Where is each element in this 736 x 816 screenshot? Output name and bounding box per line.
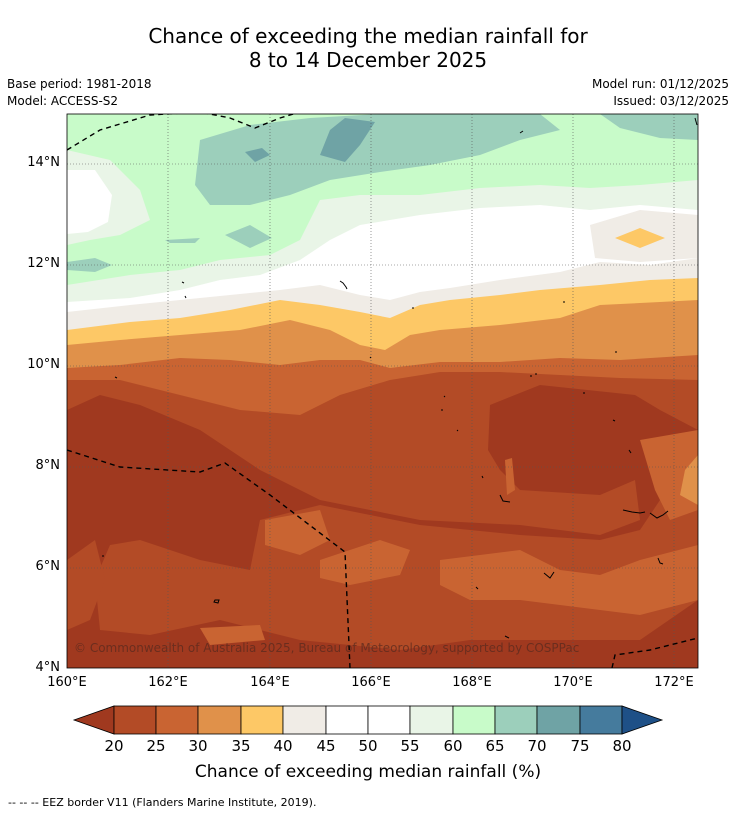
colorbar-label-20: 20 [104, 737, 124, 755]
colorbar-label-45: 45 [316, 737, 336, 755]
colorbar-label-50: 50 [358, 737, 378, 755]
eez-borders [67, 114, 698, 668]
blob-40-45-a [615, 228, 665, 248]
y-tick-10n: 10°N [27, 357, 60, 372]
colorbar-seg-45-50 [325, 705, 369, 735]
colorbar-seg-30-35 [197, 705, 242, 735]
colorbar-label-40: 40 [273, 737, 293, 755]
colorbar-extend-low [72, 705, 115, 735]
colorbar-seg-75-80 [579, 705, 623, 735]
blob-30-35-a [265, 510, 330, 555]
colorbar-seg-20-25 [113, 705, 157, 735]
islands [102, 117, 698, 639]
blob-70-75-c [67, 258, 112, 272]
colorbar-seg-55-60 [409, 705, 454, 735]
blob-30-35-e [640, 430, 698, 520]
colorbar-label-75: 75 [570, 737, 590, 755]
y-tick-14n: 14°N [27, 155, 60, 170]
model-name: Model: ACCESS-S2 [7, 94, 119, 108]
colorbar-seg-25-30 [155, 705, 199, 735]
colorbar-label-60: 60 [443, 737, 463, 755]
band-75-80 [320, 118, 375, 162]
model-run: Model run: 01/12/2025 [591, 77, 729, 91]
x-tick-164e: 164°E [250, 675, 290, 690]
blob-30-35-c [440, 545, 698, 615]
colorbar-label-35: 35 [231, 737, 251, 755]
blob-30-35-d [200, 625, 265, 645]
blob-30-35-b [320, 540, 410, 585]
colorbar-seg-70-75 [536, 705, 581, 735]
y-tick-4n: 4°N [35, 660, 61, 675]
colorbar-seg-60-65 [452, 705, 496, 735]
white-patch-west-2 [67, 170, 112, 234]
y-tick-8n: 8°N [35, 458, 61, 473]
copyright-notice: © Commonwealth of Australia 2025, Bureau… [74, 641, 580, 655]
colorbar [72, 705, 664, 735]
colorbar-extend-high [621, 705, 664, 735]
map-title-line1: Chance of exceeding the median rainfall … [148, 24, 588, 48]
colorbar-label-55: 55 [400, 737, 420, 755]
map-title-line2: 8 to 14 December 2025 [248, 48, 488, 72]
x-tick-162e: 162°E [148, 675, 188, 690]
colorbar-seg-50-55 [367, 705, 411, 735]
x-tick-166e: 166°E [351, 675, 391, 690]
colorbar-label-70: 70 [527, 737, 547, 755]
band-25-30-west [67, 540, 105, 630]
issued-date: Issued: 03/12/2025 [613, 94, 729, 108]
colorbar-seg-65-70 [494, 705, 538, 735]
x-tick-168e: 168°E [452, 675, 492, 690]
blob-30-35-f [505, 458, 515, 495]
colorbar-seg-40-45 [282, 705, 327, 735]
blob-70-75-d [165, 238, 200, 243]
colorbar-seg-35-40 [240, 705, 284, 735]
blob-35-40-e [680, 455, 698, 505]
blob-70-75-b [225, 225, 272, 248]
x-tick-170e: 170°E [553, 675, 593, 690]
band-70-75 [195, 114, 560, 205]
colorbar-label-65: 65 [485, 737, 505, 755]
graticule [67, 114, 698, 668]
colorbar-title: Chance of exceeding median rainfall (%) [194, 762, 542, 782]
x-tick-172e: 172°E [654, 675, 694, 690]
base-period: Base period: 1981-2018 [7, 77, 152, 91]
colorbar-label-25: 25 [146, 737, 166, 755]
y-tick-12n: 12°N [27, 256, 60, 271]
colorbar-label-80: 80 [612, 737, 632, 755]
eez-legend: -- -- -- EEZ border V11 (Flanders Marine… [8, 796, 317, 809]
colorbar-label-30: 30 [188, 737, 208, 755]
y-tick-6n: 6°N [35, 559, 61, 574]
plot-frame [66, 113, 699, 669]
blob-75-80-b [245, 148, 270, 162]
band-70-75-ne [600, 114, 698, 140]
x-tick-160e: 160°E [47, 675, 87, 690]
rainfall-map [67, 114, 698, 668]
